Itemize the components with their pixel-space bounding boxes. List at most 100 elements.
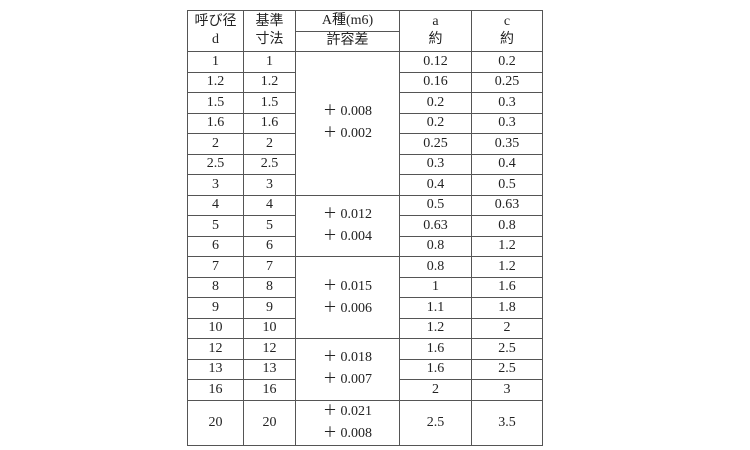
cell-a: 0.4 [399,174,472,196]
cell-basic-size: 7 [243,256,296,278]
cell-tolerance: ＋ 0.018 ＋ 0.007 [295,338,400,401]
header-text: 基準 [255,14,284,29]
cell-a: 1.1 [399,297,472,319]
cell-basic-size: 2.5 [243,153,296,175]
cell-c: 2.5 [471,338,543,360]
cell-a: 0.3 [399,153,472,175]
cell-c: 2 [471,317,543,339]
cell-a: 0.12 [399,51,472,73]
cell-basic-size: 12 [243,338,296,360]
cell-basic-size: 3 [243,174,296,196]
table-row: 10 10 1.2 2 [187,317,543,339]
cell-c: 0.35 [471,133,543,155]
tolerance-value: ＋ 0.012 [323,206,372,222]
cell-c: 2.5 [471,358,543,380]
cell-nominal-diameter: 9 [187,297,244,319]
cell-basic-size: 16 [243,379,296,401]
header-text: d [212,32,219,47]
cell-a: 2 [399,379,472,401]
cell-a: 1.6 [399,358,472,380]
cell-basic-size: 4 [243,194,296,216]
cell-nominal-diameter: 7 [187,256,244,278]
header-text: 寸法 [255,32,284,47]
cell-a: 0.5 [399,194,472,216]
header-text: 呼び径 [194,14,237,29]
tolerance-value: ＋ 0.006 [323,300,372,316]
cell-nominal-diameter: 13 [187,358,244,380]
cell-nominal-diameter: 2.5 [187,153,244,175]
cell-c: 3 [471,379,543,401]
table-row: 7 7 ＋ 0.015 ＋ 0.006 0.8 1.2 [187,256,543,339]
cell-tolerance: ＋ 0.015 ＋ 0.006 [295,256,400,339]
cell-c: 1.8 [471,297,543,319]
cell-c: 0.5 [471,174,543,196]
cell-tolerance: ＋ 0.021 ＋ 0.008 [295,399,400,446]
table-row: 12 12 ＋ 0.018 ＋ 0.007 1.6 2.5 [187,338,543,401]
cell-c: 1.6 [471,276,543,298]
cell-c: 1.2 [471,235,543,257]
table-row: 1 1 ＋ 0.008 ＋ 0.002 0.12 0.2 [187,51,543,196]
cell-nominal-diameter: 5 [187,215,244,237]
cell-a: 2.5 [399,399,472,446]
cell-a: 0.8 [399,256,472,278]
cell-basic-size: 6 [243,235,296,257]
cell-c: 0.3 [471,92,543,114]
cell-basic-size: 8 [243,276,296,298]
header-class-a: A種(m6) [295,10,400,32]
cell-nominal-diameter: 10 [187,317,244,339]
table-row: 1.6 1.6 0.2 0.3 [187,112,543,134]
cell-basic-size: 2 [243,133,296,155]
table-row: 9 9 1.1 1.8 [187,297,543,319]
tolerance-value: ＋ 0.004 [323,228,372,244]
cell-nominal-diameter: 1.5 [187,92,244,114]
cell-basic-size: 13 [243,358,296,380]
tolerance-value: ＋ 0.015 [323,278,372,294]
table-row: 8 8 1 1.6 [187,276,543,298]
tolerance-value: ＋ 0.007 [323,372,372,388]
cell-basic-size: 1.5 [243,92,296,114]
cell-nominal-diameter: 1.6 [187,112,244,134]
cell-c: 0.25 [471,71,543,93]
header-tolerance: 許容差 [295,30,400,52]
header-text: c [503,14,511,29]
cell-a: 1.6 [399,338,472,360]
header-text: 約 [428,32,443,47]
cell-basic-size: 5 [243,215,296,237]
cell-nominal-diameter: 1 [187,51,244,73]
cell-basic-size: 1.6 [243,112,296,134]
cell-a: 1.2 [399,317,472,339]
cell-c: 0.63 [471,194,543,216]
cell-tolerance: ＋ 0.012 ＋ 0.004 [295,194,400,257]
cell-basic-size: 20 [243,399,296,446]
cell-a: 0.2 [399,92,472,114]
cell-nominal-diameter: 4 [187,194,244,216]
cell-a: 0.63 [399,215,472,237]
cell-a: 0.2 [399,112,472,134]
cell-a: 0.16 [399,71,472,93]
cell-c: 3.5 [471,399,543,446]
header-text: 約 [500,32,514,47]
header-text: a [432,14,439,29]
header-nominal-diameter: 呼び径 d [187,10,244,52]
header-basic-size: 基準 寸法 [243,10,296,52]
cell-basic-size: 1.2 [243,71,296,93]
cell-nominal-diameter: 8 [187,276,244,298]
cell-basic-size: 9 [243,297,296,319]
tolerance-value: ＋ 0.008 [323,425,372,441]
table-row: 16 16 2 3 [187,379,543,401]
cell-c: 1.2 [471,256,543,278]
tolerance-value: ＋ 0.008 [323,104,372,120]
table-row: 20 20 ＋ 0.021 ＋ 0.008 2.5 3.5 [187,399,543,446]
cell-nominal-diameter: 12 [187,338,244,360]
cell-a: 1 [399,276,472,298]
table-row: 5 5 0.63 0.8 [187,215,543,237]
cell-a: 0.25 [399,133,472,155]
cell-basic-size: 10 [243,317,296,339]
cell-c: 0.8 [471,215,543,237]
cell-nominal-diameter: 6 [187,235,244,257]
cell-nominal-diameter: 3 [187,174,244,196]
table-row: 4 4 ＋ 0.012 ＋ 0.004 0.5 0.63 [187,194,543,257]
